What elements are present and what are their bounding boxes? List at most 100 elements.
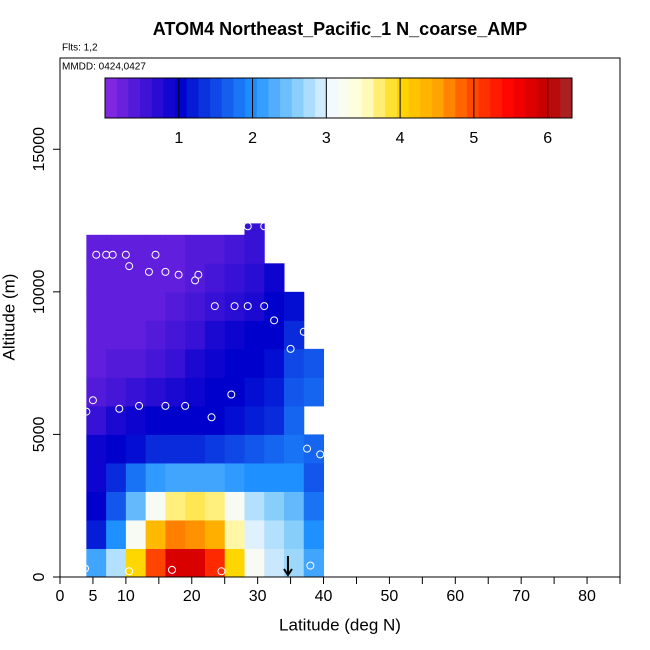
flight-point [306,416,315,425]
flight-point [207,413,216,422]
heat-cell [204,462,226,492]
heat-cell [165,320,186,350]
heat-cell [224,348,245,378]
heat-cell [244,263,265,293]
colorbar-band [128,78,141,118]
heat-cell [125,291,147,321]
heat-cell [86,348,107,378]
heat-cell [303,519,325,549]
heat-cell [86,462,107,492]
colorbar-band [291,78,304,118]
heat-cell [86,434,107,464]
heat-cell [185,320,206,350]
heat-cell [244,223,265,236]
heat-cell [185,291,206,321]
flight-point [316,450,325,459]
heat-cell [204,405,226,435]
heat-cell [284,548,305,578]
flight-point [286,344,295,353]
colorbar-band [536,78,550,118]
flight-point [174,270,183,279]
heat-cell [224,234,245,264]
colorbar-band [443,78,456,118]
colorbar-band [548,78,561,118]
heat-cell [244,405,265,435]
flight-point [260,302,269,311]
heat-cell [264,434,285,464]
x-tick-label: 30 [249,588,267,605]
heat-cell [204,320,226,350]
heat-cell [224,291,245,321]
colorbar-band [408,78,421,118]
heat-cell [165,348,186,378]
heat-cell [264,462,285,492]
heat-cell [145,263,166,293]
colorbar-band [151,78,164,118]
heat-cell [165,462,186,492]
colorbar-band [268,78,281,118]
flight-point [88,396,97,405]
heat-cell [204,434,226,464]
colorbar-band [163,78,176,118]
colorbar-band [140,78,153,118]
heat-cell [86,291,107,321]
heat-cell [165,519,186,549]
y-tick-label: 15000 [31,127,48,172]
heat-cell [86,320,107,350]
colorbar-band [210,78,223,118]
colorbar-band [525,78,538,118]
heat-cell [125,434,147,464]
heat-cell [185,491,206,521]
colorbar-band [373,78,386,118]
heat-cell [86,405,107,435]
heat-cell [303,377,325,407]
heat-cell [185,434,206,464]
x-tick-label: 40 [315,588,333,605]
heat-cell [145,462,166,492]
flight-point [161,267,170,276]
x-tick-label: 80 [578,588,596,605]
colorbar-band [338,78,351,118]
colorbar-band [513,78,526,118]
heat-cell [145,519,166,549]
heat-cell [185,519,206,549]
heat-cell [185,234,206,264]
heat-cell [185,462,206,492]
plot-frame [59,57,621,578]
heat-cell [204,519,226,549]
heat-cell [165,377,186,407]
colorbar-tick-label: 1 [174,130,183,147]
flight-point [194,270,203,279]
colorbar-band [478,78,491,118]
heat-cell [244,377,265,407]
heat-cell [106,320,127,350]
colorbar-band [175,78,188,118]
heat-cell [106,263,127,293]
heat-cell [224,491,245,521]
flight-point [81,564,90,573]
heat-cell [125,348,147,378]
heat-cell [204,548,226,578]
heat-cell [303,491,325,521]
flight-point [135,401,144,410]
x-tick-label: 60 [446,588,464,605]
colorbar-band [245,78,258,118]
heat-cell [224,405,245,435]
x-axis-label: Latitude (deg N) [279,615,401,634]
heat-cell [244,234,265,264]
heat-cell [303,548,325,578]
heat-cell [284,291,305,321]
heat-cell [125,405,147,435]
colorbar-band [256,78,269,118]
colorbar-band [420,78,433,118]
flight-point [227,390,236,399]
y-tick-label: 10000 [31,269,48,314]
heat-cell [244,434,265,464]
heat-cell [165,263,186,293]
heat-cell [125,462,147,492]
heat-cell [185,548,206,578]
heat-cell [264,548,285,578]
flight-point [270,316,279,325]
heat-cell [284,434,305,464]
